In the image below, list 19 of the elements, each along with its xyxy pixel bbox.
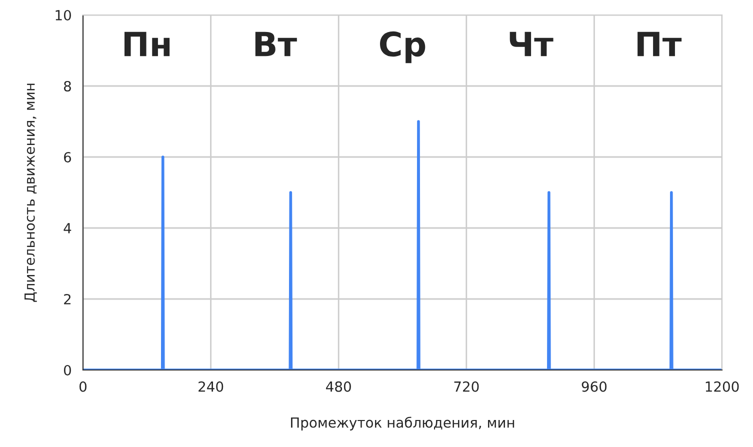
annotation: Вт xyxy=(255,32,297,56)
x-axis-title: Промежуток наблюдения, мин xyxy=(291,416,514,430)
x-tick-label: 0 xyxy=(79,381,86,392)
x-tick-label: 1200 xyxy=(706,381,739,392)
y-tick-label: 10 xyxy=(56,10,71,20)
annotation: Чт xyxy=(510,32,554,56)
x-tick-label: 960 xyxy=(582,381,607,392)
y-tick-label: 2 xyxy=(64,294,70,304)
y-axis-title: Длительность движения, мин xyxy=(24,84,37,302)
y-tick-label: 4 xyxy=(64,223,72,234)
y-tick-label: 0 xyxy=(64,364,71,376)
annotation: Ср xyxy=(380,31,426,64)
annotation: Пн xyxy=(124,32,170,56)
x-tick-label: 480 xyxy=(326,381,351,392)
annotation: Пт xyxy=(638,32,682,56)
x-tick-label: 720 xyxy=(454,381,479,392)
y-tick-label: 6 xyxy=(64,152,72,162)
x-tick-label: 240 xyxy=(198,381,224,392)
y-tick-label: 8 xyxy=(64,80,71,92)
